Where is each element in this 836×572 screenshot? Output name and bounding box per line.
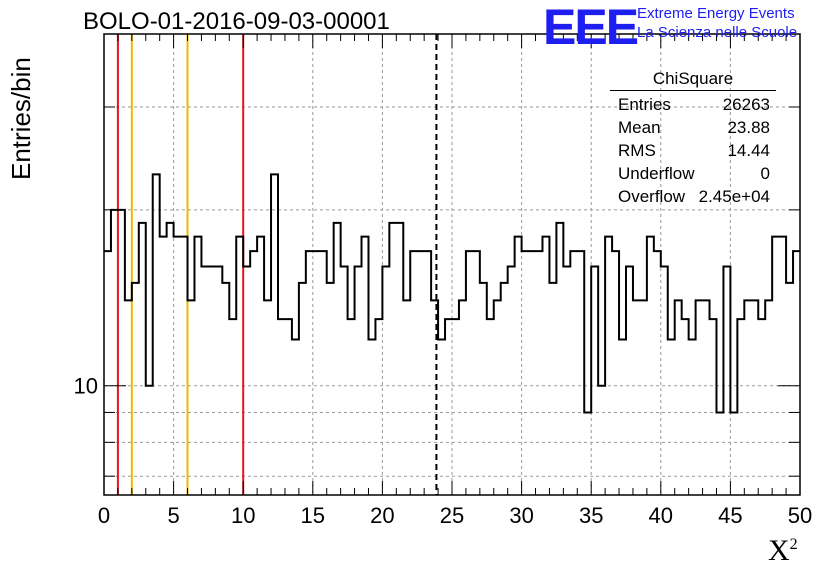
stats-value: 14.44 bbox=[727, 141, 770, 160]
stats-row-underflow: Underflow 0 bbox=[610, 162, 776, 185]
x-tick-label: 40 bbox=[649, 503, 673, 528]
x-tick-label: 45 bbox=[718, 503, 742, 528]
stats-title: ChiSquare bbox=[610, 68, 776, 91]
x-tick-label: 25 bbox=[440, 503, 464, 528]
stats-value: 2.45e+04 bbox=[698, 187, 770, 206]
stats-label: Entries bbox=[618, 95, 671, 114]
x-tick-label: 20 bbox=[370, 503, 394, 528]
stats-row-overflow: Overflow 2.45e+04 bbox=[610, 185, 776, 208]
x-tick-label: 35 bbox=[579, 503, 603, 528]
stats-label: Overflow bbox=[618, 187, 686, 206]
eee-logo: EEE bbox=[543, 0, 639, 55]
stats-row-entries: Entries 26263 bbox=[610, 93, 776, 116]
x-tick-label: 15 bbox=[301, 503, 325, 528]
x-axis-label-sup: 2 bbox=[789, 536, 798, 553]
chart-title: BOLO-01-2016-09-03-00001 bbox=[83, 8, 390, 35]
logo-line-2: La Scienza nelle Scuole bbox=[637, 24, 798, 41]
x-tick-label: 10 bbox=[231, 503, 255, 528]
x-axis-label-main: X bbox=[768, 534, 790, 567]
tick-labels: 0 5 10 15 20 25 30 35 40 45 50 10 bbox=[74, 374, 813, 528]
x-axis-label: X2 bbox=[768, 534, 798, 568]
stats-label: Underflow bbox=[618, 164, 695, 183]
stats-label: RMS bbox=[618, 141, 656, 160]
logo-line-1: Extreme Energy Events bbox=[637, 5, 795, 22]
histogram-series bbox=[104, 173, 800, 414]
x-tick-label: 50 bbox=[788, 503, 812, 528]
x-tick-label: 0 bbox=[98, 503, 110, 528]
logo-caption: Extreme Energy Events La Scienza nelle S… bbox=[637, 4, 797, 42]
stats-label: Mean bbox=[618, 118, 661, 137]
x-tick-label: 5 bbox=[167, 503, 179, 528]
stats-row-mean: Mean 23.88 bbox=[610, 116, 776, 139]
stats-value: 0 bbox=[760, 164, 770, 183]
stats-box: ChiSquare Entries 26263 Mean 23.88 RMS 1… bbox=[610, 68, 776, 208]
axis-ticks bbox=[103, 33, 801, 495]
y-tick-label: 10 bbox=[74, 374, 98, 399]
stats-value: 23.88 bbox=[727, 118, 770, 137]
x-tick-label: 30 bbox=[509, 503, 533, 528]
stats-value: 26263 bbox=[722, 95, 770, 114]
y-axis-label: Entries/bin bbox=[6, 57, 36, 180]
stats-row-rms: RMS 14.44 bbox=[610, 139, 776, 162]
